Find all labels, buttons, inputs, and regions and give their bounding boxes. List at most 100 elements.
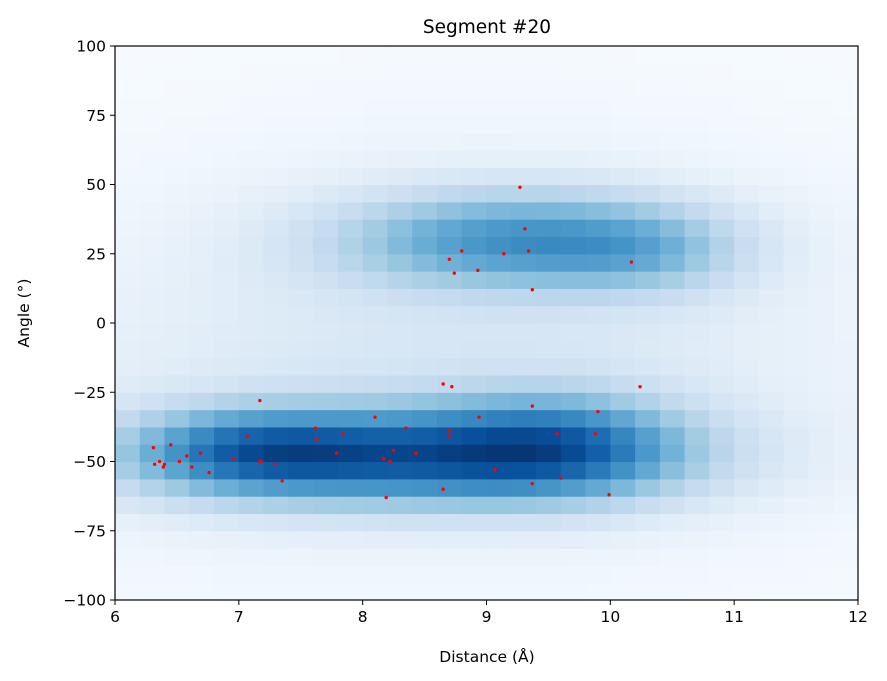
heatmap-cell: [139, 288, 166, 307]
heatmap-cell: [684, 184, 710, 203]
heatmap-cell: [362, 288, 389, 307]
heatmap-cell: [387, 374, 413, 393]
heatmap-cell: [684, 496, 710, 515]
heatmap-cell: [511, 305, 537, 324]
heatmap-cell: [313, 236, 339, 255]
heatmap-cell: [436, 46, 463, 64]
heatmap-cell: [164, 201, 190, 220]
heatmap-cell: [412, 80, 438, 99]
data-point: [373, 415, 377, 419]
heatmap-cell: [164, 132, 190, 151]
heatmap-cell: [313, 323, 339, 341]
heatmap-cell: [635, 323, 661, 341]
heatmap-cell: [263, 513, 289, 532]
heatmap-cell: [709, 548, 735, 566]
heatmap-cell: [189, 409, 215, 428]
heatmap-cell: [238, 288, 265, 307]
heatmap-cell: [189, 46, 215, 64]
heatmap-cell: [511, 461, 537, 480]
heatmap-cell: [684, 409, 710, 428]
heatmap-cell: [585, 167, 611, 186]
heatmap-cell: [783, 132, 810, 151]
heatmap-cell: [833, 513, 859, 532]
heatmap-cell: [238, 271, 265, 289]
heatmap-cell: [734, 184, 760, 203]
heatmap-cell: [758, 409, 785, 428]
heatmap-cell: [288, 565, 314, 584]
heatmap-cell: [486, 132, 512, 151]
heatmap-cell: [412, 288, 438, 307]
heatmap-cell: [758, 149, 785, 168]
heatmap-cell: [659, 201, 686, 220]
heatmap-cell: [486, 409, 512, 428]
heatmap-cell: [189, 340, 215, 359]
heatmap-cell: [238, 565, 265, 584]
heatmap-cell: [536, 97, 562, 116]
data-point: [384, 495, 388, 500]
heatmap-cell: [387, 149, 413, 168]
heatmap-cell: [709, 236, 735, 255]
heatmap-cell: [164, 513, 190, 532]
heatmap-cell: [288, 444, 314, 463]
heatmap-cell: [610, 444, 636, 463]
heatmap-cell: [115, 513, 141, 532]
data-point: [404, 426, 408, 430]
heatmap-cell: [214, 236, 240, 255]
heatmap-cell: [783, 97, 810, 116]
x-tick-label: 12: [848, 608, 868, 626]
heatmap-cell: [461, 496, 488, 515]
heatmap-cell: [164, 374, 190, 393]
heatmap-cell: [313, 513, 339, 532]
heatmap-cell: [659, 426, 686, 445]
heatmap-cell: [734, 374, 760, 393]
heatmap-cell: [139, 426, 166, 445]
heatmap-cell: [709, 444, 735, 463]
heatmap-cell: [238, 219, 265, 238]
heatmap-cell: [659, 340, 686, 359]
heatmap-cell: [337, 253, 364, 272]
heatmap-cell: [659, 305, 686, 324]
heatmap-cell: [486, 149, 512, 168]
heatmap-cell: [560, 461, 587, 480]
heatmap-cell: [436, 253, 463, 272]
heatmap-cell: [461, 201, 488, 220]
heatmap-cell: [783, 184, 810, 203]
heatmap-cell: [734, 132, 760, 151]
heatmap-cell: [684, 374, 710, 393]
y-axis-ticks: −100 −75 −50 −25 0 25 50 75 100: [63, 38, 115, 610]
heatmap-cell: [709, 115, 735, 134]
heatmap-cell: [461, 513, 488, 532]
heatmap-cell: [585, 340, 611, 359]
heatmap-cell: [412, 219, 438, 238]
data-point: [152, 462, 157, 466]
heatmap-cell: [734, 236, 760, 255]
heatmap-cell: [560, 426, 587, 445]
heatmap-cell: [511, 392, 537, 411]
heatmap-cell: [362, 444, 389, 463]
heatmap-cell: [164, 548, 190, 566]
heatmap-cell: [783, 565, 810, 584]
heatmap-cell: [585, 184, 611, 203]
heatmap-cell: [684, 478, 710, 497]
heatmap-cell: [238, 513, 265, 532]
heatmap-cell: [486, 444, 512, 463]
heatmap-cell: [783, 305, 810, 324]
heatmap-cell: [412, 444, 438, 463]
heatmap-cell: [313, 409, 339, 428]
x-axis-ticks: 6 7 8 9 10 11 12: [110, 600, 868, 626]
heatmap-cell: [313, 288, 339, 307]
heatmap-cell: [263, 167, 289, 186]
heatmap-cell: [387, 219, 413, 238]
heatmap-cell: [189, 80, 215, 99]
heatmap-cell: [288, 132, 314, 151]
heatmap-cell: [288, 357, 314, 376]
heatmap-cell: [238, 184, 265, 203]
heatmap-cell: [313, 80, 339, 99]
heatmap-cell: [115, 305, 141, 324]
heatmap-cell: [115, 478, 141, 497]
heatmap-cell: [461, 444, 488, 463]
heatmap-cell: [560, 63, 587, 82]
heatmap-cell: [709, 340, 735, 359]
heatmap-cell: [313, 63, 339, 82]
